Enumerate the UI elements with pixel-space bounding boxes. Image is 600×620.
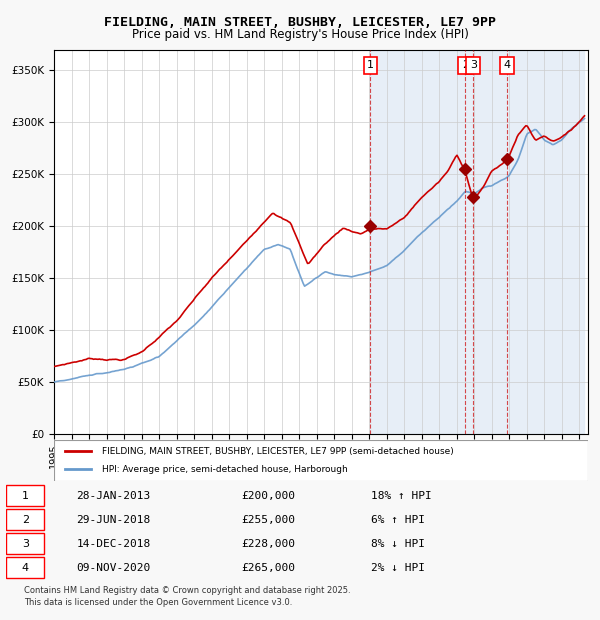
FancyBboxPatch shape bbox=[6, 509, 44, 530]
Text: This data is licensed under the Open Government Licence v3.0.: This data is licensed under the Open Gov… bbox=[24, 598, 292, 608]
Text: FIELDING, MAIN STREET, BUSHBY, LEICESTER, LE7 9PP (semi-detached house): FIELDING, MAIN STREET, BUSHBY, LEICESTER… bbox=[102, 447, 454, 456]
Text: Price paid vs. HM Land Registry's House Price Index (HPI): Price paid vs. HM Land Registry's House … bbox=[131, 28, 469, 41]
FancyBboxPatch shape bbox=[6, 533, 44, 554]
Text: £255,000: £255,000 bbox=[241, 515, 295, 525]
Text: 3: 3 bbox=[22, 539, 29, 549]
Text: 09-NOV-2020: 09-NOV-2020 bbox=[77, 563, 151, 573]
Text: £265,000: £265,000 bbox=[241, 563, 295, 573]
FancyBboxPatch shape bbox=[6, 557, 44, 578]
Text: Contains HM Land Registry data © Crown copyright and database right 2025.: Contains HM Land Registry data © Crown c… bbox=[24, 586, 350, 595]
Text: 3: 3 bbox=[470, 60, 477, 70]
Text: 4: 4 bbox=[22, 563, 29, 573]
Text: £200,000: £200,000 bbox=[241, 490, 295, 500]
Text: 1: 1 bbox=[367, 60, 374, 70]
Text: £228,000: £228,000 bbox=[241, 539, 295, 549]
Text: 6% ↑ HPI: 6% ↑ HPI bbox=[371, 515, 425, 525]
Text: 18% ↑ HPI: 18% ↑ HPI bbox=[371, 490, 431, 500]
Text: 28-JAN-2013: 28-JAN-2013 bbox=[77, 490, 151, 500]
Text: 4: 4 bbox=[503, 60, 511, 70]
Text: 1: 1 bbox=[22, 490, 29, 500]
Text: HPI: Average price, semi-detached house, Harborough: HPI: Average price, semi-detached house,… bbox=[102, 465, 348, 474]
Text: 2: 2 bbox=[462, 60, 469, 70]
Bar bbox=[370, 50, 584, 434]
Text: 2: 2 bbox=[22, 515, 29, 525]
Text: 14-DEC-2018: 14-DEC-2018 bbox=[77, 539, 151, 549]
FancyBboxPatch shape bbox=[54, 440, 588, 480]
Text: FIELDING, MAIN STREET, BUSHBY, LEICESTER, LE7 9PP: FIELDING, MAIN STREET, BUSHBY, LEICESTER… bbox=[104, 16, 496, 29]
FancyBboxPatch shape bbox=[6, 485, 44, 506]
Text: 8% ↓ HPI: 8% ↓ HPI bbox=[371, 539, 425, 549]
Text: 29-JUN-2018: 29-JUN-2018 bbox=[77, 515, 151, 525]
Text: 2% ↓ HPI: 2% ↓ HPI bbox=[371, 563, 425, 573]
